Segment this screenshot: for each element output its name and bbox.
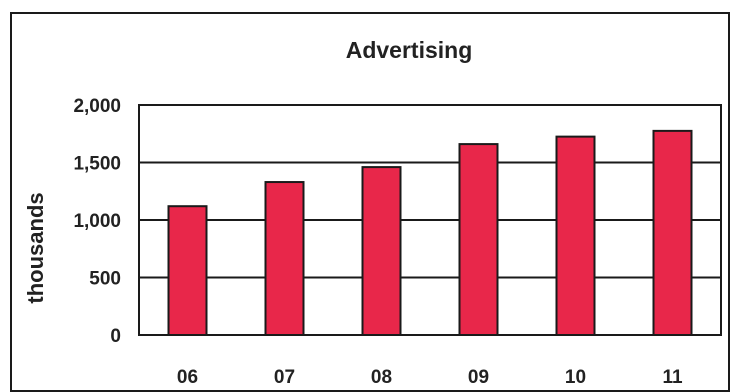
- x-tick-label: 11: [662, 367, 683, 388]
- gridlines: [139, 104, 721, 336]
- bar-06: [167, 205, 208, 336]
- x-tick-label: 07: [274, 367, 295, 388]
- y-axis-title: thousands: [23, 192, 48, 303]
- x-tick-label: 08: [371, 367, 392, 388]
- bar-11: [652, 129, 693, 336]
- x-tick-labels: 06 07 08 09 10 11: [177, 367, 683, 388]
- y-tick-label: 500: [89, 269, 121, 290]
- bar-09: [458, 143, 499, 336]
- y-tick-label: 2,000: [73, 96, 121, 117]
- y-tick-label: 1,000: [73, 211, 121, 232]
- y-tick-labels: 0 500 1,000 1,500 2,000: [73, 96, 121, 347]
- y-tick-label: 1,500: [73, 154, 121, 175]
- x-tick-label: 06: [177, 367, 198, 388]
- x-tick-label: 09: [468, 367, 489, 388]
- bar-08: [361, 166, 402, 336]
- y-tick-label: 0: [110, 326, 121, 347]
- plot-area-border: [138, 104, 722, 336]
- bar-10: [555, 135, 596, 336]
- bar-07: [264, 181, 305, 336]
- chart-title: Advertising: [346, 37, 473, 63]
- bars: [167, 129, 693, 336]
- x-tick-label: 10: [565, 367, 586, 388]
